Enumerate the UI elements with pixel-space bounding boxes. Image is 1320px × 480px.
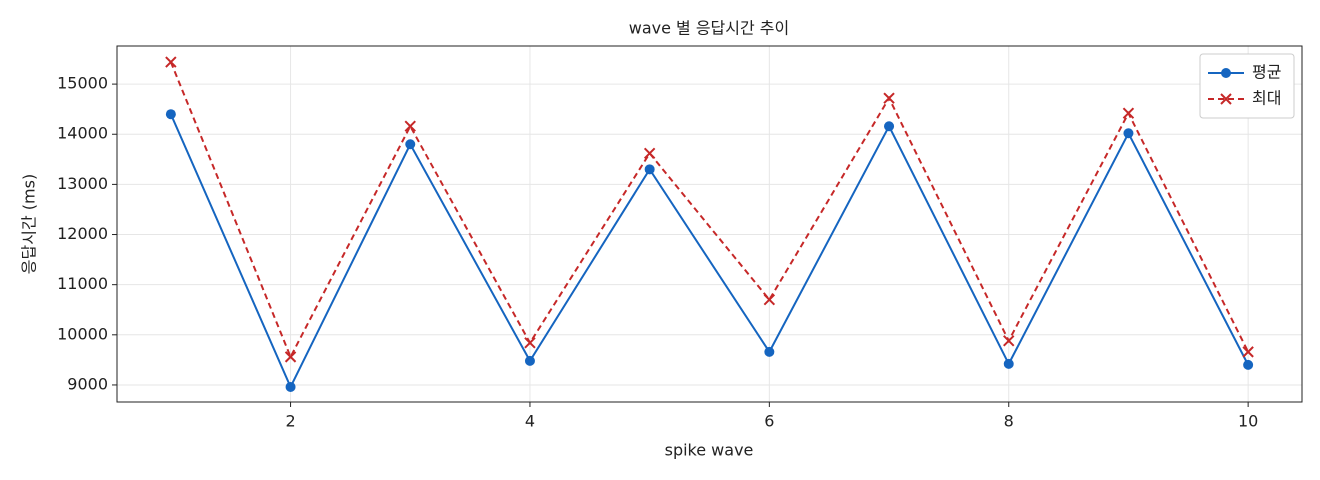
y-tick-label: 10000 bbox=[57, 324, 108, 343]
point bbox=[1123, 128, 1134, 139]
point bbox=[1243, 359, 1254, 370]
point bbox=[1003, 358, 1014, 369]
point bbox=[1122, 107, 1135, 119]
y-tick-label: 12000 bbox=[57, 224, 108, 243]
point bbox=[1242, 346, 1254, 358]
point bbox=[884, 121, 895, 132]
x-tick-label: 6 bbox=[764, 412, 774, 431]
point bbox=[763, 294, 776, 306]
y-tick-label: 14000 bbox=[57, 124, 108, 143]
point bbox=[165, 56, 177, 68]
point bbox=[285, 381, 296, 392]
x-tick-label: 4 bbox=[525, 412, 535, 431]
point bbox=[1220, 93, 1232, 105]
legend-label: 평균 bbox=[1252, 63, 1281, 82]
point bbox=[284, 351, 297, 363]
point bbox=[165, 109, 176, 120]
x-tick-label: 10 bbox=[1238, 412, 1258, 431]
point bbox=[404, 120, 416, 132]
point bbox=[524, 337, 536, 349]
x-tick-label: 2 bbox=[285, 412, 295, 431]
x-tick-label: 8 bbox=[1004, 412, 1014, 431]
point bbox=[764, 346, 775, 357]
series-line bbox=[169, 113, 1250, 390]
y-axis-label: 응답시간 (ms) bbox=[20, 174, 39, 274]
plot-frame bbox=[116, 45, 1303, 403]
point bbox=[1003, 335, 1015, 347]
point bbox=[643, 147, 656, 160]
y-tick-label: 13000 bbox=[57, 174, 108, 193]
point bbox=[1221, 68, 1231, 78]
point bbox=[644, 164, 655, 175]
x-axis-label: spike wave bbox=[665, 441, 754, 460]
y-tick-label: 15000 bbox=[57, 74, 108, 93]
chart-title: wave 별 응답시간 추이 bbox=[629, 19, 790, 38]
point bbox=[883, 92, 895, 104]
y-tick-label: 11000 bbox=[57, 274, 108, 293]
y-tick-label: 9000 bbox=[67, 374, 108, 393]
point bbox=[524, 355, 535, 366]
series-line bbox=[169, 61, 1250, 360]
point bbox=[405, 139, 416, 150]
legend-label: 최대 bbox=[1252, 89, 1281, 108]
